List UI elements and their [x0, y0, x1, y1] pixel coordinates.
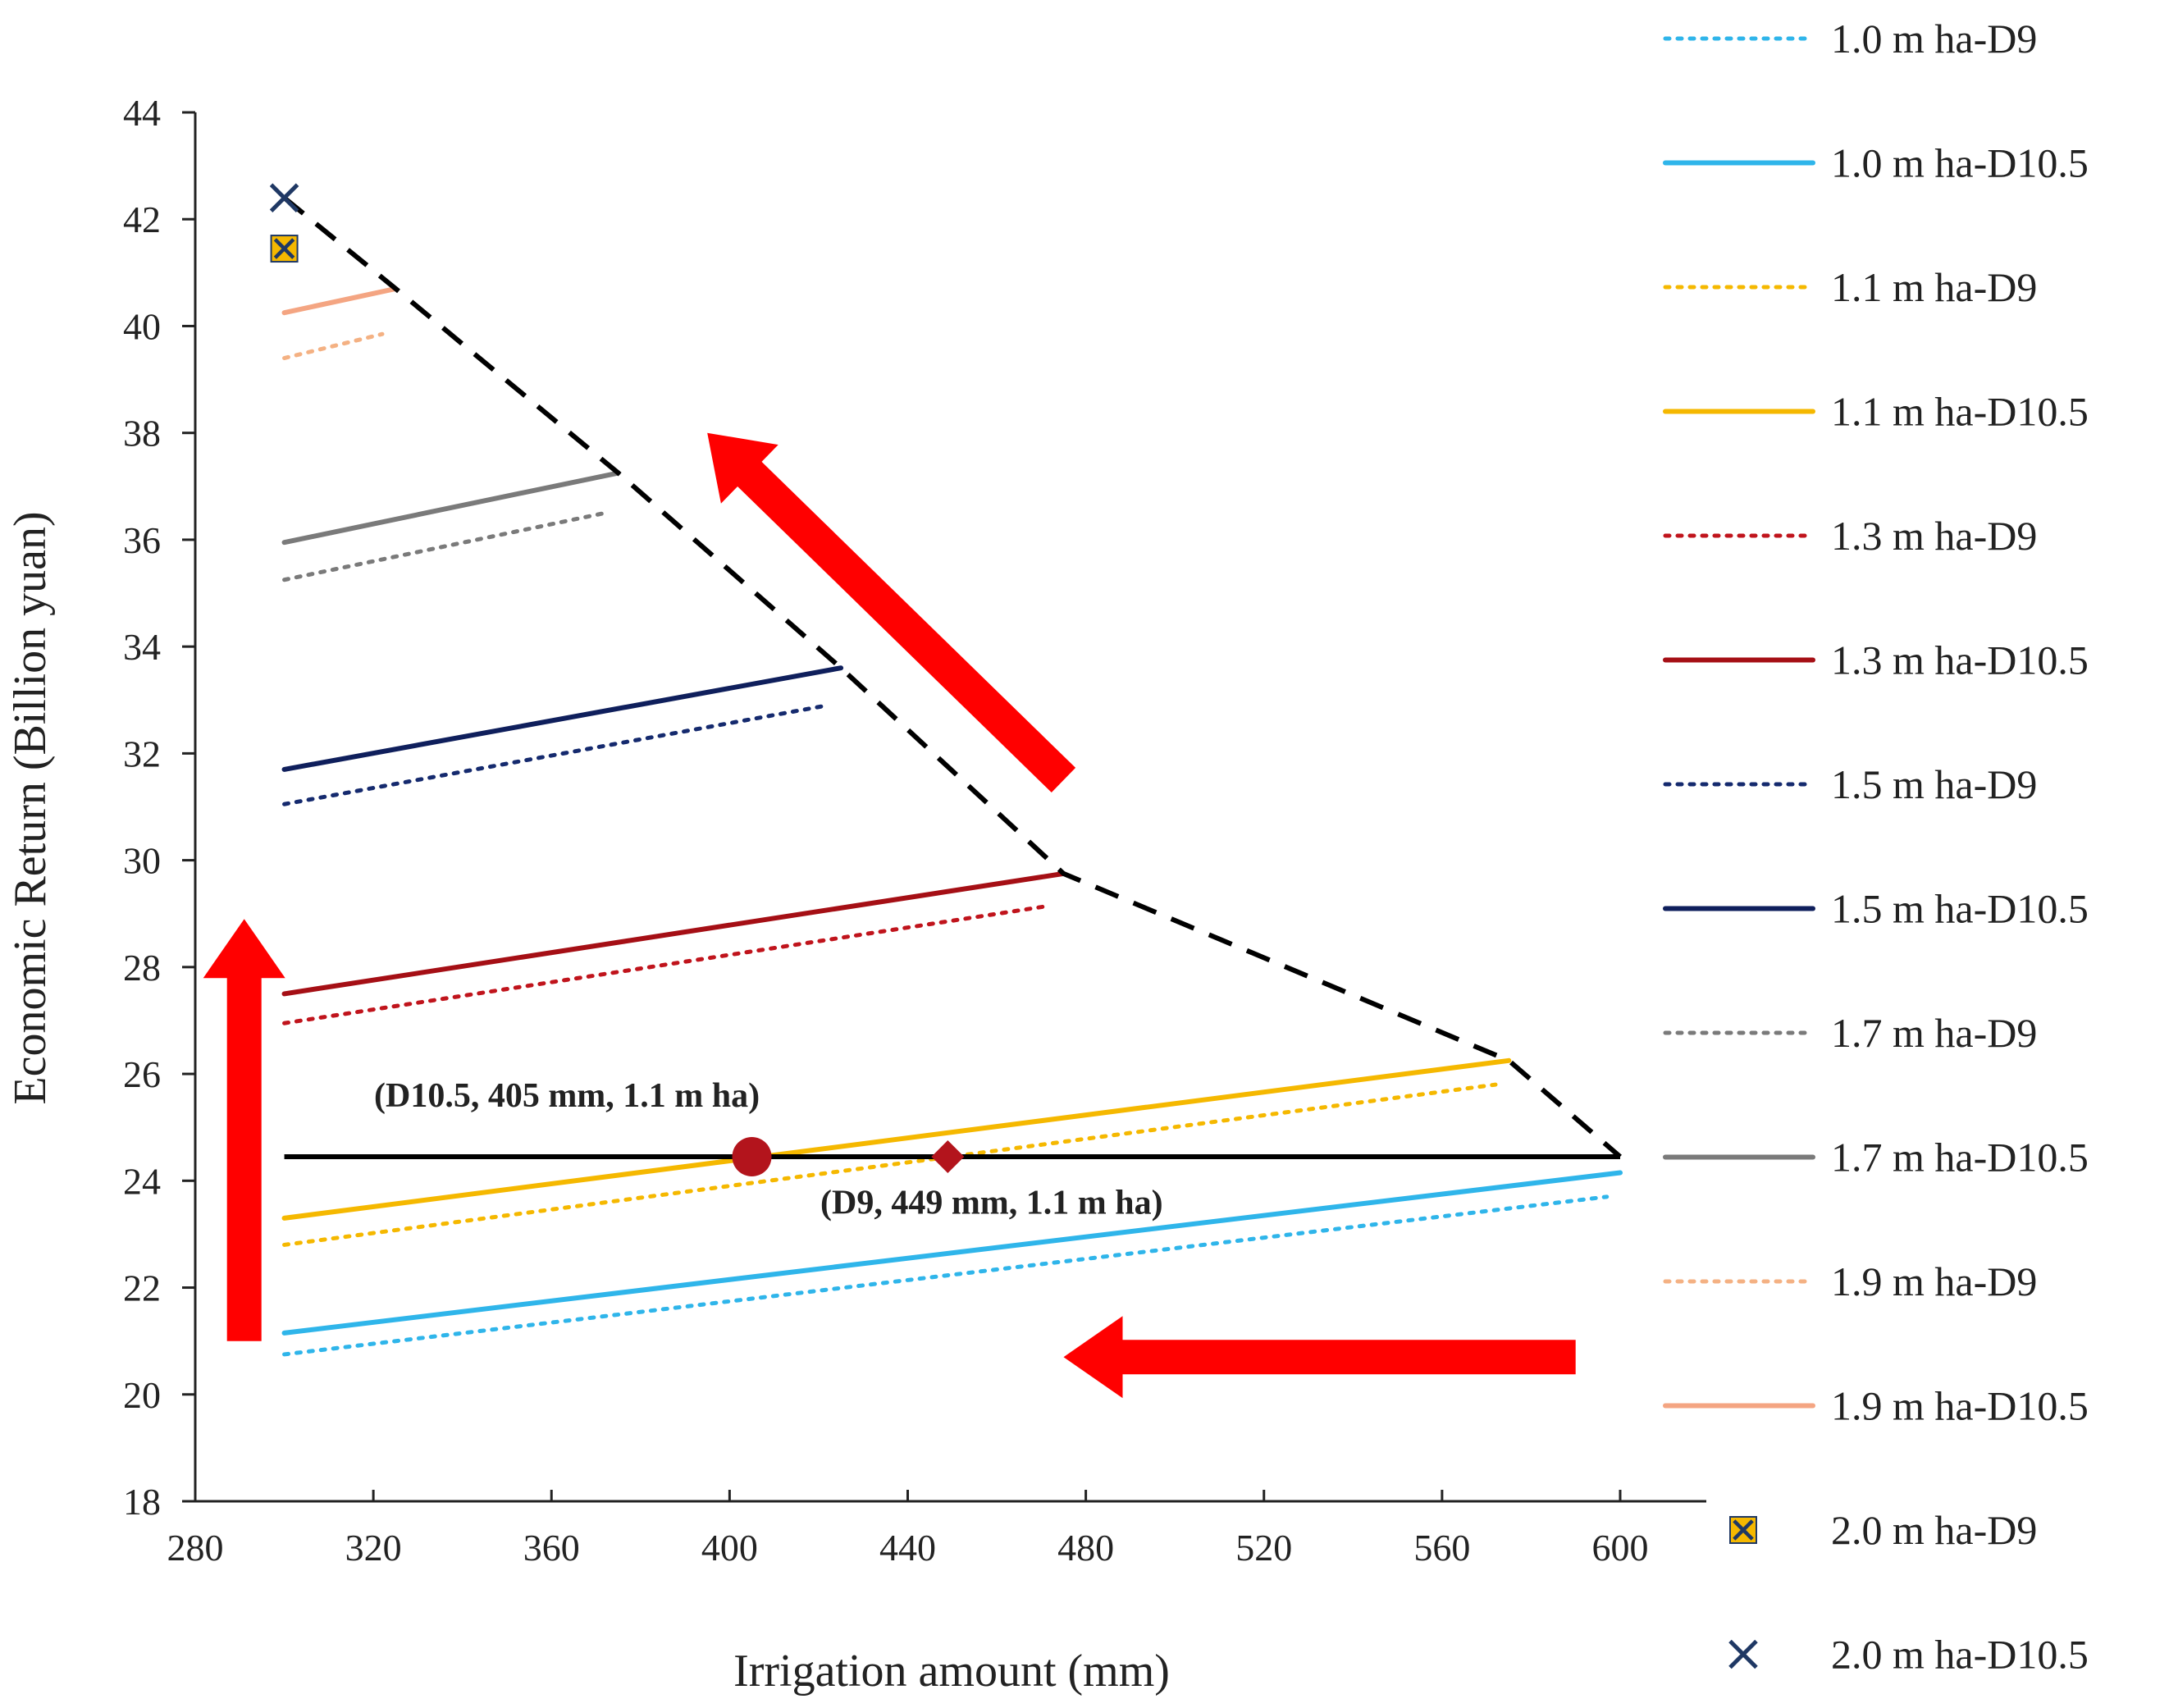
y-tick-label: 42	[123, 199, 161, 240]
y-tick-label: 26	[123, 1053, 161, 1095]
y-tick-label: 32	[123, 733, 161, 774]
plot-area: 280 320 360 400 440 480 520 560 600 18 20 22 24 26 28 3…	[123, 92, 1706, 1569]
legend-marker	[1728, 1639, 1758, 1669]
direction-arrows	[203, 432, 1576, 1399]
y-tick-label: 18	[123, 1481, 161, 1523]
series-line	[281, 285, 399, 316]
series-line	[282, 1194, 1610, 1357]
y-tick-label: 30	[123, 840, 161, 882]
legend: 1.0 m ha-D9 1.0 m ha-D10.5 1.1 m ha-D9 1.1 …	[1663, 16, 2089, 1678]
y-tick-label: 24	[123, 1160, 161, 1202]
envelope-line-group	[282, 195, 1622, 1159]
legend-label: 1.9 m ha-D9	[1831, 1258, 2037, 1304]
series-point-cross	[273, 238, 295, 259]
legend-item: 1.7 m ha-D10.5	[1663, 1135, 2089, 1181]
x-tick-label: 320	[345, 1527, 402, 1569]
series-line	[281, 665, 844, 772]
annotation-label: (D9, 449 mm, 1.1 m ha)	[820, 1184, 1163, 1222]
legend-item: 1.5 m ha-D9	[1663, 761, 2037, 807]
legend-label: 1.3 m ha-D10.5	[1831, 637, 2089, 683]
series-line	[282, 331, 385, 361]
legend-label: 1.7 m ha-D10.5	[1831, 1135, 2089, 1181]
legend-label: 1.1 m ha-D10.5	[1831, 389, 2089, 435]
legend-item: 1.1 m ha-D10.5	[1663, 389, 2089, 435]
series-lines	[281, 285, 1623, 1357]
x-tick-label: 480	[1057, 1527, 1114, 1569]
legend-label: 2.0 m ha-D10.5	[1831, 1632, 2089, 1678]
y-tick-label: 38	[123, 413, 161, 454]
legend-item: 1.7 m ha-D9	[1663, 1010, 2037, 1056]
legend-item: 2.0 m ha-D9	[1729, 1507, 2037, 1553]
arrow-up-left	[707, 432, 1076, 792]
legend-label: 1.3 m ha-D9	[1831, 513, 2037, 559]
legend-item: 1.9 m ha-D9	[1663, 1258, 2037, 1304]
legend-label: 1.1 m ha-D9	[1831, 264, 2037, 310]
series-line	[282, 510, 607, 582]
arrow-left	[1063, 1316, 1576, 1399]
x-tick-label: 600	[1592, 1527, 1649, 1569]
annotation-label: (D10.5, 405 mm, 1.1 m ha)	[374, 1077, 760, 1115]
legend-marker-glyph	[1728, 1639, 1758, 1669]
legend-item: 1.3 m ha-D9	[1663, 513, 2037, 559]
legend-marker	[1729, 1516, 1757, 1544]
legend-item: 1.1 m ha-D9	[1663, 264, 2037, 310]
legend-item: 2.0 m ha-D10.5	[1728, 1632, 2089, 1678]
y-tick-label: 36	[123, 519, 161, 561]
arrow-up	[203, 919, 285, 1341]
axis-ticks: 280 320 360 400 440 480 520 560 600 18 20 22 24 26 28 3…	[123, 92, 1649, 1569]
legend-label: 1.0 m ha-D9	[1831, 16, 2037, 62]
legend-item: 1.0 m ha-D10.5	[1663, 140, 2089, 186]
series-point	[270, 235, 299, 263]
x-tick-label: 360	[523, 1527, 580, 1569]
x-tick-label: 280	[167, 1527, 224, 1569]
point-markers: (D10.5, 405 mm, 1.1 m ha) (D9, 449 mm, 1.…	[269, 183, 1163, 1222]
y-tick-label: 34	[123, 626, 161, 668]
series-line	[281, 1170, 1623, 1336]
series-line	[282, 903, 1052, 1025]
legend-label: 1.5 m ha-D9	[1831, 761, 2037, 807]
legend-item: 1.5 m ha-D10.5	[1663, 886, 2089, 932]
x-tick-label: 440	[879, 1527, 936, 1569]
legend-label: 1.7 m ha-D9	[1831, 1010, 2037, 1056]
series-line	[282, 703, 830, 806]
legend-label: 1.9 m ha-D10.5	[1831, 1383, 2089, 1429]
y-tick-label: 40	[123, 305, 161, 347]
highlight-diamond	[931, 1140, 965, 1174]
y-tick-label: 22	[123, 1267, 161, 1309]
legend-marker-cross	[1733, 1519, 1754, 1541]
series-point	[269, 183, 299, 212]
y-tick-label: 28	[123, 947, 161, 989]
legend-item: 1.0 m ha-D9	[1663, 16, 2037, 62]
x-tick-label: 560	[1413, 1527, 1470, 1569]
envelope-line	[282, 195, 1622, 1159]
y-tick-label: 44	[123, 92, 161, 134]
legend-label: 1.5 m ha-D10.5	[1831, 886, 2089, 932]
legend-label: 2.0 m ha-D9	[1831, 1507, 2037, 1553]
y-tick-label: 20	[123, 1374, 161, 1416]
y-axis-title: Economic Return (Billion yuan)	[5, 511, 56, 1104]
axes	[194, 112, 1706, 1503]
legend-item: 1.3 m ha-D10.5	[1663, 637, 2089, 683]
series-line	[281, 470, 621, 546]
series-line	[281, 1057, 1512, 1221]
x-tick-label: 520	[1235, 1527, 1292, 1569]
highlight-circle	[732, 1137, 772, 1177]
x-axis-title: Irrigation amount (mm)	[733, 1646, 1170, 1697]
legend-item: 1.9 m ha-D10.5	[1663, 1383, 2089, 1429]
legend-label: 1.0 m ha-D10.5	[1831, 140, 2089, 186]
x-tick-label: 400	[701, 1527, 758, 1569]
series-point-glyph	[269, 183, 299, 212]
series-line	[281, 870, 1066, 997]
